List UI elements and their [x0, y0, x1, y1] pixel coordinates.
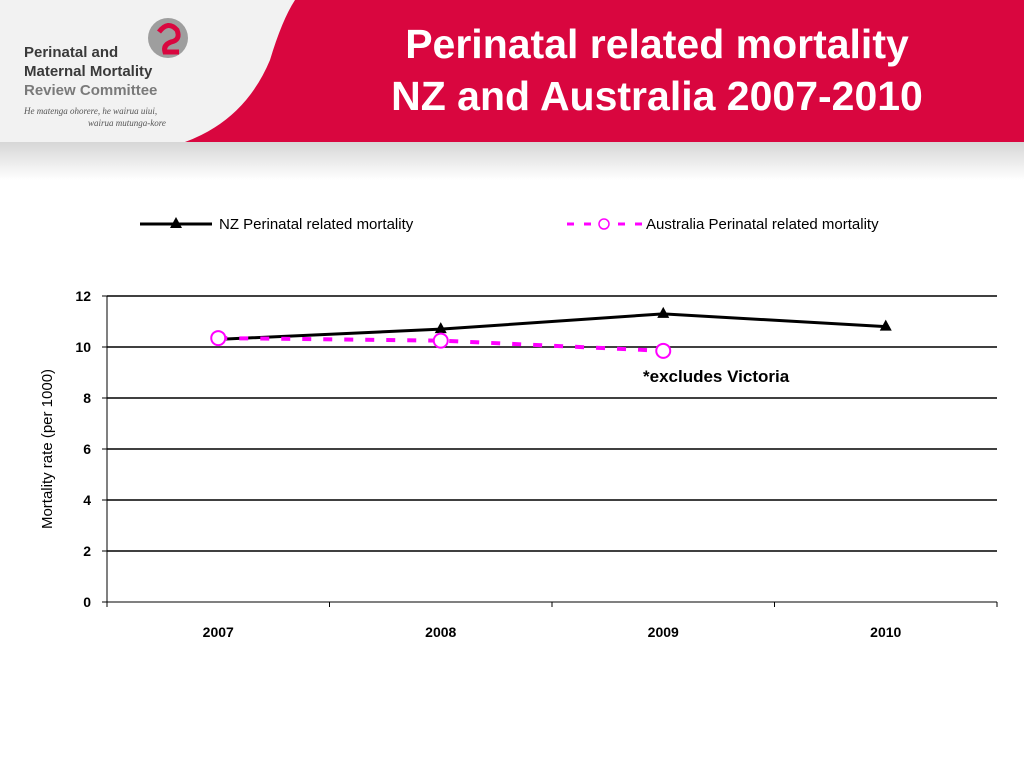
data-point	[432, 332, 449, 349]
logo-tagline-1: He matenga ohorere, he wairua uiui,	[24, 106, 158, 116]
legend-label-1: NZ Perinatal related mortality	[219, 216, 414, 233]
logo-line-1: Perinatal and	[24, 44, 119, 61]
y-tick-label: 2	[83, 543, 91, 559]
logo	[18, 10, 188, 135]
y-tick-label: 4	[83, 492, 91, 508]
y-tick-label: 12	[75, 288, 91, 304]
data-point	[434, 322, 447, 334]
data-point	[657, 306, 670, 318]
header-band	[0, 0, 1024, 142]
x-tick-label: 2009	[648, 624, 679, 640]
x-tick-label: 2008	[425, 624, 456, 640]
y-tick-label: 10	[75, 339, 91, 355]
pmmrc-swirl-logo-icon	[148, 18, 188, 58]
x-tick-label: 2007	[203, 624, 234, 640]
logo-tagline-2: wairua mutunga-kore	[88, 118, 166, 128]
logo-line-2: Maternal Mortality	[24, 63, 153, 80]
data-point	[655, 342, 672, 359]
legend-marker-2	[598, 218, 610, 230]
y-tick-label: 8	[83, 390, 91, 406]
header: Perinatal and Maternal Mortality Review …	[0, 0, 1024, 180]
logo-line-3: Review Committee	[24, 82, 158, 99]
page-title: Perinatal related mortality NZ and Austr…	[290, 18, 1024, 122]
legend-label-2: Australia Perinatal related mortality	[646, 216, 879, 233]
data-point	[210, 330, 227, 347]
y-tick-label: 0	[83, 594, 91, 610]
y-tick-label: 6	[83, 441, 91, 457]
series-line-1	[218, 312, 886, 341]
data-point	[879, 319, 892, 331]
header-shadow	[0, 140, 1024, 180]
line-chart: 0 2 4 6 8 10 12 2007 2008 2009 2010 Mortality rate …	[39, 216, 998, 640]
title-line-1: Perinatal related mortality	[405, 21, 909, 67]
legend-marker-1	[170, 217, 182, 228]
title-line-2: NZ and Australia 2007-2010	[391, 73, 923, 119]
x-tick-label: 2010	[870, 624, 901, 640]
y-axis-label: Mortality rate (per 1000)	[39, 369, 56, 529]
chart-note: *excludes Victoria	[643, 367, 790, 386]
